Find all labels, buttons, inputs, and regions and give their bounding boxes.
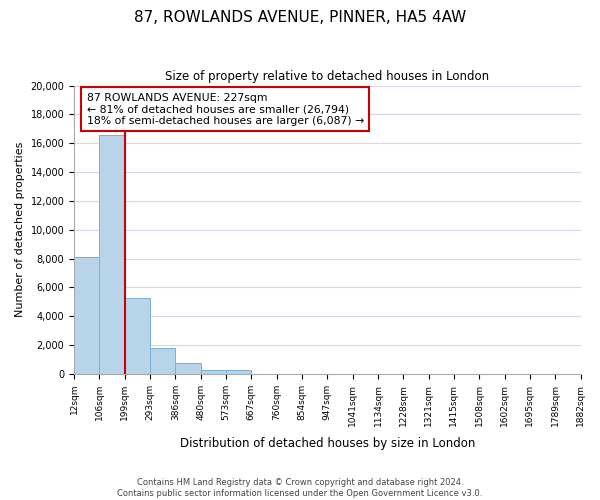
Text: 87 ROWLANDS AVENUE: 227sqm
← 81% of detached houses are smaller (26,794)
18% of : 87 ROWLANDS AVENUE: 227sqm ← 81% of deta… <box>87 93 364 126</box>
Bar <box>150 348 175 374</box>
Title: Size of property relative to detached houses in London: Size of property relative to detached ho… <box>165 70 490 83</box>
Y-axis label: Number of detached properties: Number of detached properties <box>15 142 25 318</box>
Bar <box>175 362 201 374</box>
Bar <box>125 298 150 374</box>
Bar <box>201 370 226 374</box>
X-axis label: Distribution of detached houses by size in London: Distribution of detached houses by size … <box>179 437 475 450</box>
Bar <box>100 134 125 374</box>
Text: Contains HM Land Registry data © Crown copyright and database right 2024.
Contai: Contains HM Land Registry data © Crown c… <box>118 478 482 498</box>
Bar <box>226 370 251 374</box>
Text: 87, ROWLANDS AVENUE, PINNER, HA5 4AW: 87, ROWLANDS AVENUE, PINNER, HA5 4AW <box>134 10 466 25</box>
Bar <box>74 257 100 374</box>
